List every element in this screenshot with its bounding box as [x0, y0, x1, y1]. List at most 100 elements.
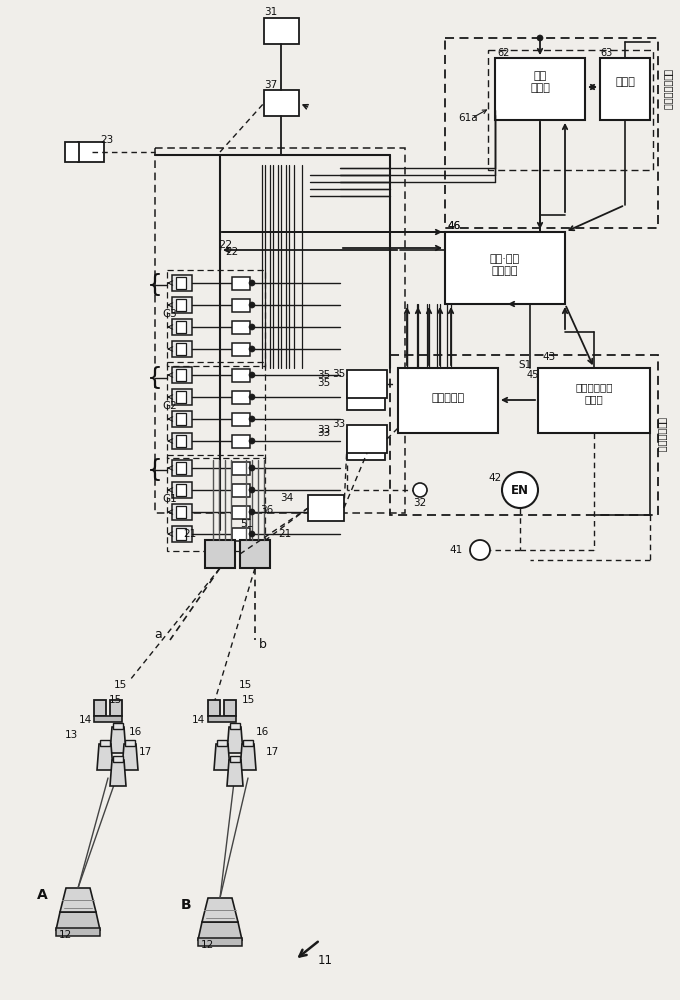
Circle shape [249, 416, 255, 422]
Circle shape [249, 372, 255, 378]
Text: 纬纱选择信号
发生部: 纬纱选择信号 发生部 [575, 382, 613, 404]
Bar [172, 389, 192, 405]
Circle shape [470, 540, 490, 560]
Bar [176, 413, 186, 425]
Bar [100, 740, 110, 746]
Circle shape [502, 472, 538, 508]
Text: 33: 33 [332, 419, 345, 429]
Text: 36: 36 [260, 505, 273, 515]
Text: 46: 46 [447, 221, 460, 231]
Bar [264, 18, 299, 44]
Text: S1: S1 [518, 360, 531, 370]
Bar [167, 362, 265, 458]
Text: B: B [181, 898, 191, 912]
Bar [347, 370, 387, 398]
Text: 16: 16 [129, 727, 141, 737]
Text: 17: 17 [265, 747, 279, 757]
Bar [176, 391, 186, 403]
Bar [232, 435, 250, 448]
Bar [600, 58, 650, 120]
Bar [232, 369, 250, 382]
Bar [113, 723, 123, 729]
Bar [65, 142, 79, 162]
Bar [110, 700, 122, 716]
Text: 引纬控制装置: 引纬控制装置 [657, 417, 667, 453]
Text: 17: 17 [138, 747, 152, 757]
Text: 13: 13 [65, 730, 78, 740]
Circle shape [249, 531, 255, 537]
Text: 14: 14 [192, 715, 205, 725]
Bar [240, 540, 270, 568]
Bar [390, 355, 658, 515]
Text: 37: 37 [264, 80, 277, 90]
Bar [232, 462, 250, 475]
Text: 61a: 61a [458, 113, 477, 123]
Text: 15: 15 [239, 680, 252, 690]
Text: 31: 31 [264, 7, 277, 17]
Circle shape [249, 509, 255, 515]
Text: 32: 32 [413, 498, 426, 508]
Bar [488, 50, 653, 170]
Bar [94, 700, 106, 716]
Bar [538, 368, 650, 433]
Bar [176, 435, 186, 447]
Text: G1: G1 [162, 494, 177, 504]
Bar [176, 484, 186, 496]
Bar [125, 740, 135, 746]
Text: 33: 33 [317, 428, 330, 438]
Bar [232, 484, 250, 497]
Text: 21: 21 [184, 529, 197, 539]
Bar [167, 270, 265, 366]
Bar [176, 343, 186, 355]
Bar [232, 277, 250, 290]
Text: 35: 35 [317, 378, 330, 388]
Text: 34: 34 [279, 493, 293, 503]
Bar [208, 700, 220, 716]
Polygon shape [227, 760, 243, 786]
Text: 42: 42 [489, 473, 502, 483]
Bar [113, 756, 123, 762]
Bar [217, 740, 227, 746]
Text: EN: EN [511, 484, 529, 496]
Bar [232, 528, 250, 541]
Text: G2: G2 [162, 401, 177, 411]
Bar [176, 528, 186, 540]
Polygon shape [56, 912, 100, 930]
Bar [243, 740, 253, 746]
Polygon shape [110, 760, 126, 786]
Circle shape [537, 35, 543, 41]
Circle shape [413, 483, 427, 497]
Polygon shape [97, 744, 113, 770]
Bar [232, 506, 250, 519]
Bar [176, 462, 186, 474]
Bar [167, 455, 265, 551]
Text: 33: 33 [317, 425, 330, 435]
Polygon shape [198, 922, 242, 940]
Text: b: b [259, 639, 267, 652]
Bar [347, 430, 385, 460]
Bar [232, 391, 250, 404]
Text: 22: 22 [225, 247, 238, 257]
Circle shape [249, 302, 255, 308]
Bar [172, 367, 192, 383]
Text: {: { [147, 273, 163, 297]
Text: 12: 12 [58, 930, 72, 940]
Bar [495, 58, 585, 120]
Text: 62: 62 [497, 48, 509, 58]
Text: 51: 51 [240, 519, 254, 529]
Text: 23: 23 [100, 135, 114, 145]
Bar [176, 506, 186, 518]
Circle shape [249, 487, 255, 493]
Bar [172, 297, 192, 313]
Bar [224, 700, 236, 716]
Polygon shape [122, 744, 138, 770]
Bar [232, 299, 250, 312]
Circle shape [249, 280, 255, 286]
Text: 35: 35 [317, 370, 330, 380]
Bar [347, 425, 387, 453]
Bar [176, 369, 186, 381]
Bar [264, 90, 299, 116]
Bar [176, 321, 186, 333]
Text: {: { [147, 458, 163, 482]
Bar [230, 723, 240, 729]
